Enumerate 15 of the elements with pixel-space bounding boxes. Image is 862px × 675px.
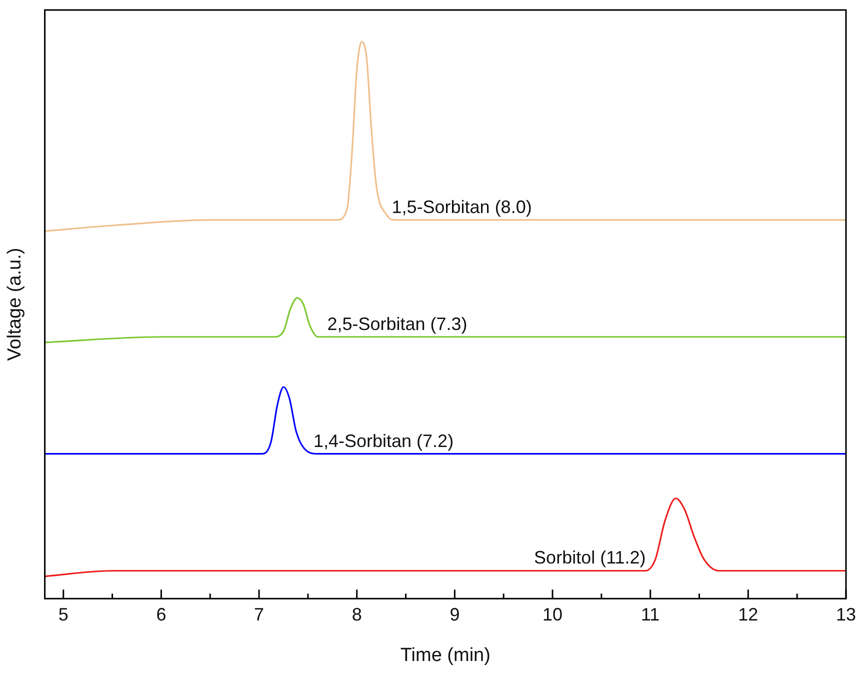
x-tick-label: 9: [450, 604, 460, 624]
y-axis-title: Voltage (a.u.): [4, 248, 26, 361]
x-tick-label: 12: [738, 604, 758, 624]
x-tick-label: 13: [836, 604, 856, 624]
x-tick-label: 7: [254, 604, 264, 624]
series-label: 1,4-Sorbitan (7.2): [313, 430, 454, 451]
series-label: Sorbitol (11.2): [534, 548, 646, 568]
x-tick-label: 6: [156, 604, 166, 624]
series-label: 1,5-Sorbitan (8.0): [392, 196, 532, 217]
x-tick-label: 11: [640, 604, 660, 624]
x-tick-label: 5: [58, 604, 68, 624]
x-axis-title: Time (min): [400, 644, 490, 666]
series-label: 2,5-Sorbitan (7.3): [327, 314, 468, 334]
x-tick-label: 8: [352, 604, 362, 624]
x-tick-label: 10: [542, 604, 563, 624]
